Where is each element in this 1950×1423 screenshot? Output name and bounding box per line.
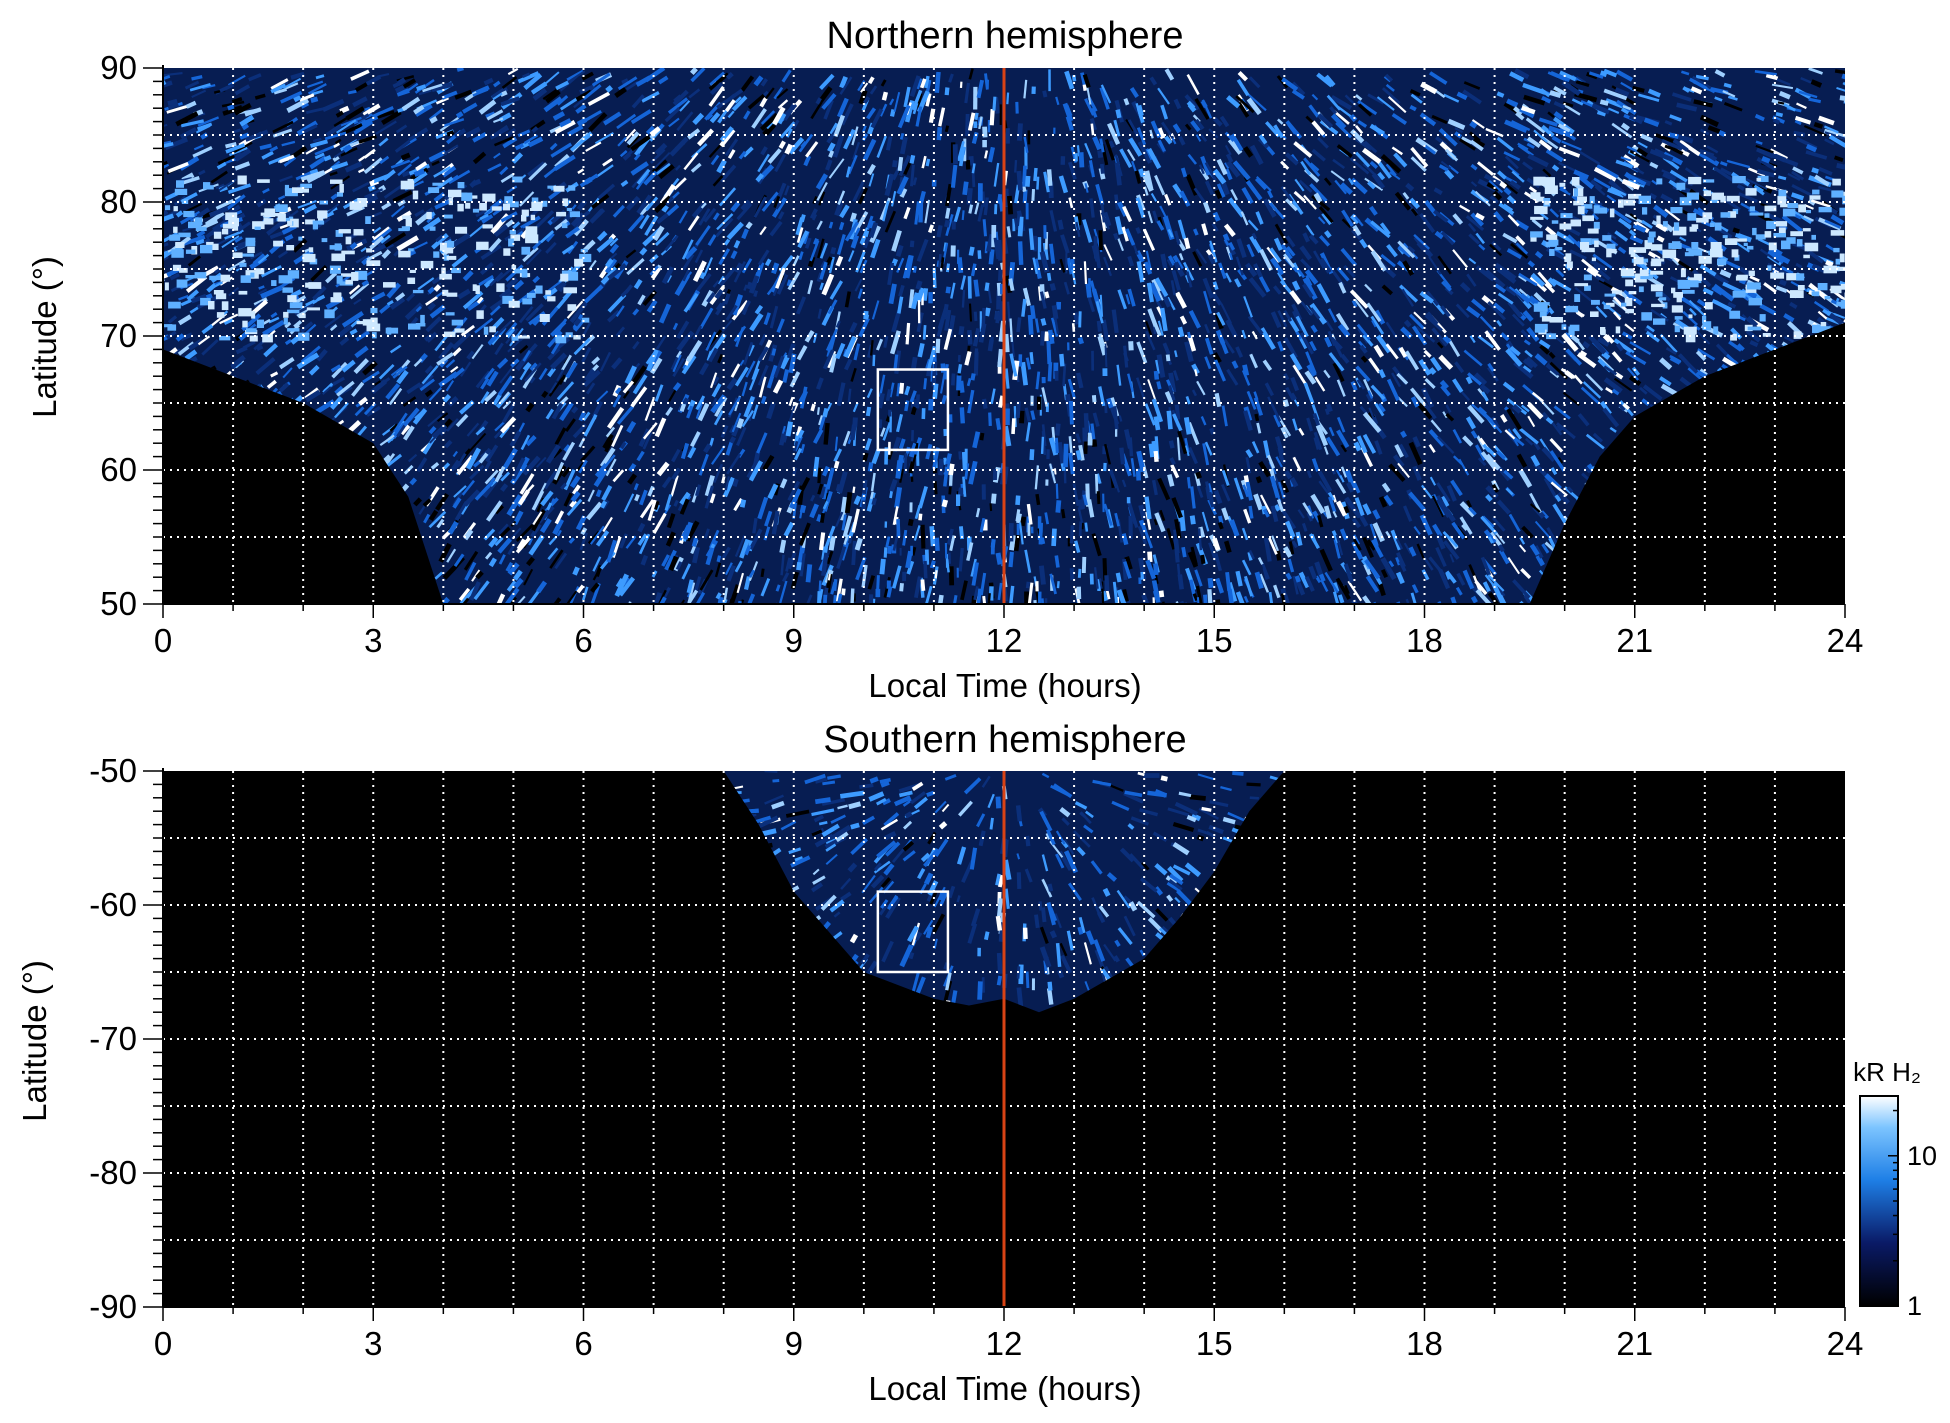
x-tick-label: 9 [785, 622, 803, 659]
x-tick-label: 12 [986, 1325, 1023, 1362]
northern-hemisphere-panel: Northern hemisphere 0 3 6 9 12 15 18 21 24 50 60 70… [26, 15, 1864, 704]
colorbar-gradient [1859, 1095, 1899, 1307]
x-tick-label: 6 [574, 1325, 592, 1362]
x-tick-label: 15 [1196, 1325, 1233, 1362]
x-tick-label: 21 [1616, 1325, 1653, 1362]
x-tick-label: 15 [1196, 622, 1233, 659]
x-tick-label: 12 [986, 622, 1023, 659]
x-tick-label: 6 [574, 622, 592, 659]
x-axis-label: Local Time (hours) [868, 667, 1141, 704]
colorbar-tick-label: 10 [1907, 1141, 1937, 1171]
x-tick-label: 21 [1616, 622, 1653, 659]
chart-title: Northern hemisphere [827, 15, 1184, 57]
x-tick-label: 18 [1406, 622, 1443, 659]
y-axis-label: Latitude (°) [16, 960, 53, 1122]
y-tick-label: -50 [89, 752, 137, 789]
y-tick-label: 70 [100, 317, 137, 354]
colorbar-label: kR H₂ [1853, 1057, 1921, 1087]
colorbar-ticks: 1 10 [1888, 1109, 1937, 1321]
y-tick-label: 60 [100, 451, 137, 488]
colorbar-tick-label: 1 [1907, 1291, 1922, 1321]
plot-area: 0 3 6 9 12 15 18 21 24 -90 -80 -70 -60 -50 [89, 752, 1864, 1362]
x-tick-label: 3 [364, 1325, 382, 1362]
chart-title: Southern hemisphere [823, 719, 1186, 761]
y-tick-label: -80 [89, 1154, 137, 1191]
y-tick-label: 80 [100, 183, 137, 220]
x-tick-label: 3 [364, 622, 382, 659]
y-tick-label: -60 [89, 886, 137, 923]
y-tick-label: 50 [100, 585, 137, 622]
colorbar: kR H₂ 1 10 [1853, 1057, 1937, 1321]
x-tick-label: 24 [1827, 1325, 1864, 1362]
x-tick-label: 18 [1406, 1325, 1443, 1362]
y-tick-label: -70 [89, 1020, 137, 1057]
plot-area: 0 3 6 9 12 15 18 21 24 50 60 70 80 90 [100, 49, 1864, 659]
southern-hemisphere-panel: Southern hemisphere 0 3 6 9 12 15 18 21 24 -90 -80… [16, 719, 1864, 1407]
highlight-box [876, 368, 950, 452]
y-tick-label: -90 [89, 1288, 137, 1325]
x-tick-label: 0 [154, 622, 172, 659]
y-tick-label: 90 [100, 49, 137, 86]
x-tick-label: 24 [1827, 622, 1864, 659]
x-axis-label: Local Time (hours) [868, 1370, 1141, 1407]
x-tick-label: 9 [785, 1325, 803, 1362]
x-tick-label: 0 [154, 1325, 172, 1362]
highlight-box [876, 890, 950, 974]
y-axis-label: Latitude (°) [26, 256, 63, 418]
